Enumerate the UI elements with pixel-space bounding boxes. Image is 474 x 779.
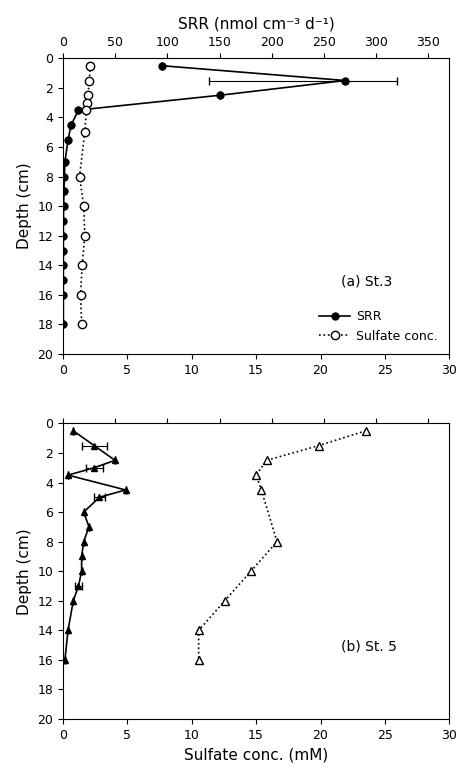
Legend: SRR, Sulfate conc.: SRR, Sulfate conc. [314,305,443,347]
Text: (a) St.3: (a) St.3 [341,274,392,288]
X-axis label: Sulfate conc. (mM): Sulfate conc. (mM) [184,747,328,763]
Y-axis label: Depth (cm): Depth (cm) [17,528,32,615]
Text: (b) St. 5: (b) St. 5 [341,640,397,654]
X-axis label: SRR (nmol cm⁻³ d⁻¹): SRR (nmol cm⁻³ d⁻¹) [178,16,335,32]
Y-axis label: Depth (cm): Depth (cm) [17,163,32,249]
